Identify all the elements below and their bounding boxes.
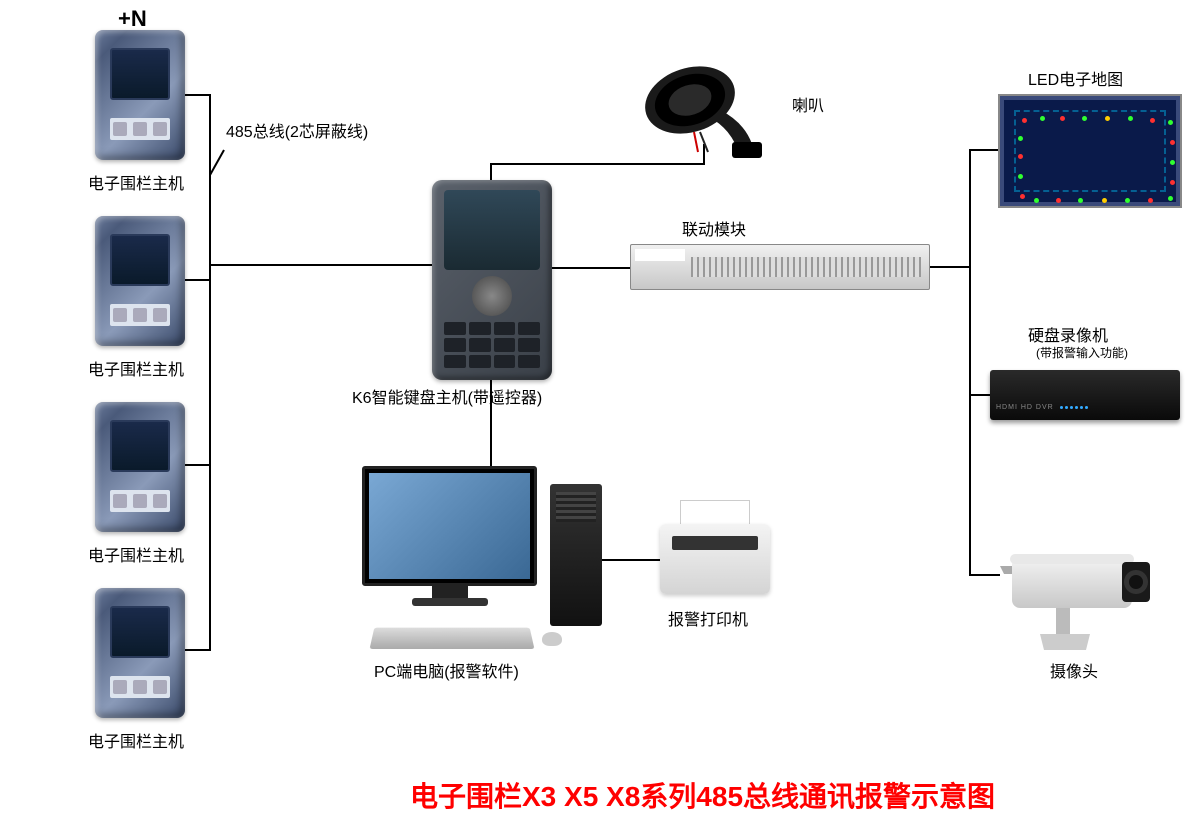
camera-node [1000, 530, 1170, 650]
bus-485-label: 485总线(2芯屏蔽线) [226, 118, 368, 142]
diagram-title: 电子围栏X3 X5 X8系列485总线通讯报警示意图 [410, 775, 995, 815]
dvr-label: 硬盘录像机 [1028, 322, 1108, 346]
speaker-label: 喇叭 [792, 92, 824, 116]
fence-host-label-2: 电子围栏主机 [88, 356, 184, 380]
printer-label: 报警打印机 [668, 606, 748, 630]
plus-n-label: +N [118, 6, 147, 32]
fence-host-label-4: 电子围栏主机 [88, 728, 184, 752]
fence-host-2 [95, 216, 185, 346]
fence-host-1 [95, 30, 185, 160]
fence-host-4 [95, 588, 185, 718]
pc-label: PC端电脑(报警软件) [374, 658, 519, 682]
linkage-module [630, 244, 930, 290]
linkage-label: 联动模块 [682, 216, 746, 240]
dvr-sub-label: (带报警输入功能) [1036, 344, 1128, 361]
led-map-label: LED电子地图 [1028, 66, 1123, 90]
fence-host-label-1: 电子围栏主机 [88, 170, 184, 194]
dvr-node: HDMI HD DVR [990, 370, 1180, 420]
fence-host-3 [95, 402, 185, 532]
camera-label: 摄像头 [1050, 658, 1098, 682]
led-map [1000, 96, 1180, 206]
pc-node [362, 466, 602, 656]
fence-host-label-3: 电子围栏主机 [88, 542, 184, 566]
speaker-node [634, 60, 784, 160]
printer-node [660, 500, 770, 600]
k6-label: K6智能键盘主机(带遥控器) [352, 384, 542, 408]
k6-keypad-host [432, 180, 552, 380]
